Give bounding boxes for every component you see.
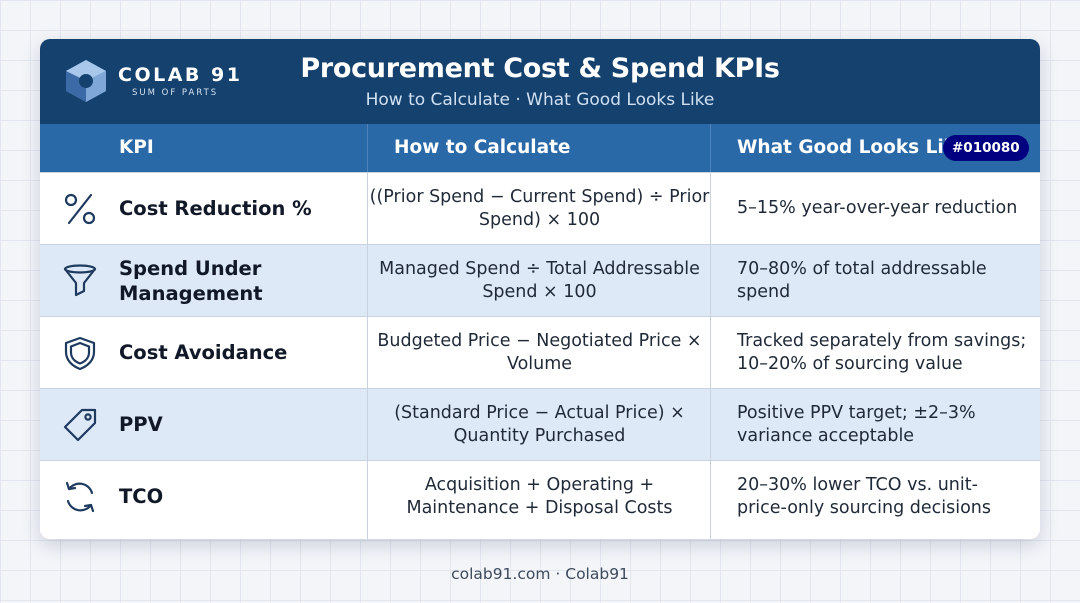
refresh-cycle-icon (62, 479, 98, 515)
column-divider (710, 172, 711, 539)
column-divider (710, 124, 711, 172)
kpi-name: Spend Under Management (119, 256, 263, 305)
column-header-calc: How to Calculate (394, 137, 571, 158)
brand-name: COLAB 91 (118, 64, 243, 86)
kpi-name: PPV (119, 413, 163, 436)
kpi-calculation: (Standard Price − Actual Price) × Quanti… (394, 402, 685, 446)
kpi-calculation: Managed Spend ÷ Total Addressable Spend … (379, 258, 700, 302)
kpi-name: TCO (119, 485, 164, 508)
page-title: Procurement Cost & Spend KPIs (300, 53, 780, 84)
kpi-benchmark: Tracked separately from savings; 10–20% … (737, 330, 1027, 374)
kpi-benchmark: 20–30% lower TCO vs. unit-price-only sou… (737, 474, 991, 518)
table-row: Spend Under Management Managed Spend ÷ T… (40, 244, 1040, 316)
kpi-benchmark: 70–80% of total addressable spend (737, 258, 987, 302)
kpi-calculation: Budgeted Price − Negotiated Price × Volu… (377, 330, 702, 374)
kpi-name: Cost Reduction % (119, 197, 312, 220)
shield-icon (62, 335, 98, 371)
kpi-benchmark: 5–15% year-over-year reduction (737, 198, 1018, 218)
column-header-good: What Good Looks Like (737, 137, 969, 158)
kpi-name: Cost Avoidance (119, 341, 288, 364)
footer-credit: colab91.com · Colab91 (451, 565, 629, 583)
card-header: COLAB 91 SUM OF PARTS Procurement Cost &… (40, 39, 1040, 124)
kpi-calculation: Acquisition + Operating + Maintenance + … (406, 474, 673, 518)
column-divider (367, 124, 368, 172)
kpi-card: COLAB 91 SUM OF PARTS Procurement Cost &… (40, 39, 1040, 539)
table-row: PPV (Standard Price − Actual Price) × Qu… (40, 388, 1040, 460)
colab91-logo-icon (62, 57, 110, 105)
kpi-calculation: ((Prior Spend − Current Spend) ÷ Prior S… (369, 186, 710, 230)
brand-tagline: SUM OF PARTS (132, 88, 219, 98)
table-row: TCO Acquisition + Operating + Maintenanc… (40, 460, 1040, 539)
kpi-benchmark: Positive PPV target; ±2–3% variance acce… (737, 402, 976, 446)
column-header-kpi: KPI (119, 137, 154, 158)
table-row: Cost Avoidance Budgeted Price − Negotiat… (40, 316, 1040, 388)
funnel-icon (62, 263, 98, 299)
color-badge: #010080 (943, 135, 1029, 161)
page-subtitle: How to Calculate · What Good Looks Like (365, 90, 715, 110)
table-row: Cost Reduction % ((Prior Spend − Current… (40, 172, 1040, 244)
brand: COLAB 91 SUM OF PARTS (118, 63, 242, 99)
column-header-row: KPI How to Calculate What Good Looks Lik… (40, 124, 1040, 172)
price-tag-icon (62, 407, 98, 443)
column-divider (367, 172, 368, 539)
percent-icon (62, 191, 98, 227)
